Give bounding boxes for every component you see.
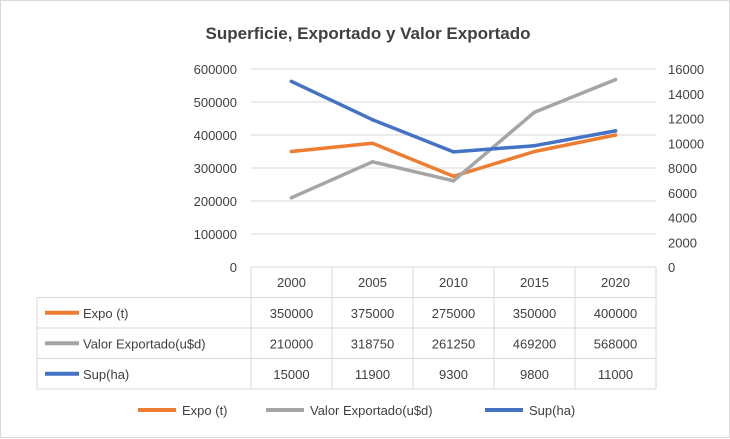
data-point-1-0 bbox=[289, 195, 294, 200]
table-cell-0-3: 350000 bbox=[513, 306, 556, 321]
data-point-0-1 bbox=[370, 141, 375, 146]
data-point-1-2 bbox=[451, 178, 456, 183]
table-cell-0-2: 275000 bbox=[432, 306, 475, 321]
table-row-label-2: Sup(ha) bbox=[83, 367, 129, 382]
table-cell-1-0: 210000 bbox=[270, 336, 313, 351]
legend-label-0: Expo (t) bbox=[182, 403, 228, 418]
left-tick-label-4: 400000 bbox=[194, 128, 237, 143]
data-table: 2000 2005 2010 2015 2020 Expo (t) 350000 375000… bbox=[36, 266, 657, 390]
series-lines bbox=[289, 77, 618, 200]
series-line-2 bbox=[289, 79, 618, 154]
right-tick-label-1: 2000 bbox=[668, 235, 697, 250]
table-row-label-0: Expo (t) bbox=[83, 306, 129, 321]
chart-title: Superficie, Exportado y Valor Exportado bbox=[206, 24, 531, 43]
gridlines bbox=[251, 68, 656, 268]
table-cell-0-4: 400000 bbox=[594, 306, 637, 321]
table-cell-2-3: 9800 bbox=[520, 367, 549, 382]
right-tick-label-7: 14000 bbox=[668, 87, 704, 102]
right-tick-label-8: 16000 bbox=[668, 62, 704, 77]
data-point-1-4 bbox=[613, 77, 618, 82]
category-label-2010: 2010 bbox=[439, 275, 468, 290]
right-tick-label-6: 12000 bbox=[668, 112, 704, 127]
left-tick-label-3: 300000 bbox=[194, 161, 237, 176]
right-tick-label-4: 8000 bbox=[668, 161, 697, 176]
left-tick-label-6: 600000 bbox=[194, 62, 237, 77]
data-point-0-4 bbox=[613, 133, 618, 137]
table-cell-2-4: 11000 bbox=[598, 367, 633, 382]
data-point-0-2 bbox=[451, 174, 456, 179]
right-tick-label-5: 10000 bbox=[668, 136, 704, 151]
table-row-label-1: Valor Exportado(u$d) bbox=[83, 336, 206, 351]
table-cell-1-2: 261250 bbox=[432, 336, 475, 351]
category-label-2000: 2000 bbox=[277, 275, 306, 290]
data-point-2-1 bbox=[370, 117, 375, 122]
right-tick-label-0: 0 bbox=[668, 260, 675, 275]
left-axis: 0 100000 200000 300000 400000 500000 600000 bbox=[194, 62, 237, 275]
category-label-2020: 2020 bbox=[601, 275, 630, 290]
data-point-2-0 bbox=[289, 79, 294, 84]
category-label-2005: 2005 bbox=[358, 275, 387, 290]
left-tick-label-1: 100000 bbox=[194, 227, 237, 242]
table-cell-2-2: 9300 bbox=[439, 367, 468, 382]
data-point-0-3 bbox=[532, 149, 537, 154]
table-cell-1-1: 318750 bbox=[351, 336, 394, 351]
table-cell-0-1: 375000 bbox=[351, 306, 394, 321]
legend: Expo (t) Valor Exportado(u$d) Sup(ha) bbox=[138, 403, 575, 418]
data-point-2-4 bbox=[613, 129, 618, 133]
left-tick-label-2: 200000 bbox=[194, 194, 237, 209]
table-cell-2-0: 15000 bbox=[273, 367, 309, 382]
category-label-2015: 2015 bbox=[520, 275, 549, 290]
table-cell-2-1: 11900 bbox=[355, 367, 390, 382]
left-tick-label-5: 500000 bbox=[194, 95, 237, 110]
right-tick-label-2: 4000 bbox=[668, 211, 697, 226]
table-cell-1-4: 568000 bbox=[594, 336, 637, 351]
data-point-2-2 bbox=[451, 150, 456, 154]
data-point-0-0 bbox=[289, 149, 294, 154]
right-axis: 0 2000 4000 6000 8000 10000 12000 14000 16000 bbox=[668, 62, 704, 275]
data-point-2-3 bbox=[532, 143, 537, 148]
table-cell-1-3: 469200 bbox=[513, 336, 556, 351]
data-point-1-3 bbox=[532, 110, 537, 114]
legend-label-2: Sup(ha) bbox=[529, 403, 575, 418]
data-point-1-1 bbox=[370, 160, 375, 164]
left-tick-label-0: 0 bbox=[230, 260, 237, 275]
table-cell-0-0: 350000 bbox=[270, 306, 313, 321]
right-tick-label-3: 6000 bbox=[668, 186, 697, 201]
legend-label-1: Valor Exportado(u$d) bbox=[310, 403, 433, 418]
